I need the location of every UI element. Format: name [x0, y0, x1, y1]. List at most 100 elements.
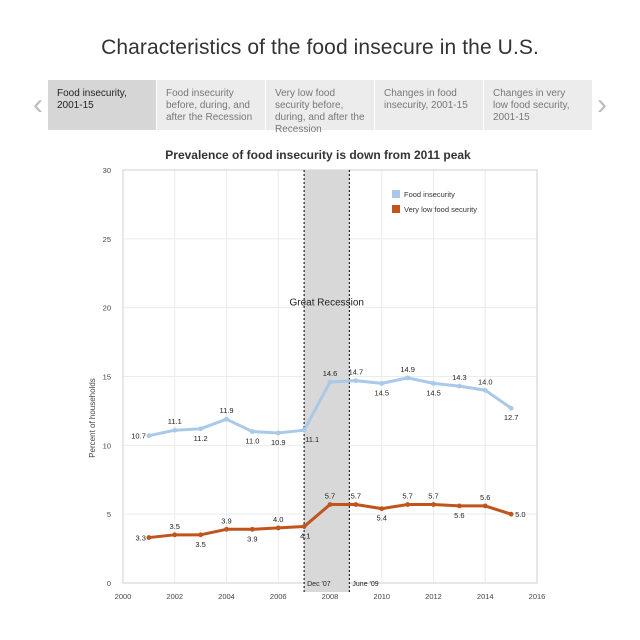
- data-label: 12.7: [504, 413, 519, 422]
- data-point: [405, 375, 411, 381]
- y-tick-label: 20: [103, 304, 111, 313]
- data-label: 5.6: [454, 511, 464, 520]
- data-label: 14.3: [452, 373, 467, 382]
- x-tick-label: 2008: [322, 592, 339, 601]
- data-label: 5.6: [480, 493, 490, 502]
- data-point: [431, 502, 436, 507]
- recession-label: Great Recession: [290, 298, 364, 309]
- tab-very-low-food-security-recession[interactable]: Very low food security before, during, a…: [266, 80, 374, 135]
- tab-changes-food-insecurity[interactable]: Changes in food insecurity, 2001-15: [375, 80, 483, 130]
- data-point: [301, 427, 307, 433]
- data-label: 14.0: [478, 377, 493, 386]
- data-point: [146, 535, 152, 540]
- data-point: [482, 503, 488, 509]
- data-label: 14.6: [323, 369, 338, 378]
- data-point: [456, 383, 462, 389]
- data-point: [249, 429, 255, 434]
- data-label: 11.1: [305, 435, 319, 444]
- data-point: [379, 380, 385, 386]
- data-label: 14.7: [349, 368, 364, 377]
- tab-food-insecurity-recession[interactable]: Food insecurity before, during, and afte…: [157, 80, 265, 130]
- data-point: [198, 426, 204, 432]
- data-point: [405, 502, 411, 507]
- data-point: [224, 416, 229, 422]
- next-arrow-icon[interactable]: ›: [597, 88, 607, 121]
- data-point: [198, 532, 204, 538]
- data-point: [327, 379, 333, 385]
- x-tick-label: 2014: [477, 592, 494, 601]
- data-point: [146, 433, 152, 439]
- data-label: 11.2: [194, 434, 208, 443]
- data-label: 4.0: [273, 515, 283, 524]
- x-tick-label: 2010: [373, 592, 390, 601]
- data-label: 3.3: [135, 534, 145, 543]
- x-tick-label: 2006: [270, 592, 287, 601]
- data-labels: 10.7 11.1 11.2 11.9 11.0 10.9 11.1 14.6 14.7 14.5…: [131, 365, 525, 549]
- data-label: 11.1: [168, 417, 182, 426]
- data-label: 14.9: [400, 365, 415, 374]
- prev-arrow-icon[interactable]: ‹: [33, 88, 43, 121]
- data-label: 14.5: [426, 388, 441, 397]
- x-tick-label: 2016: [529, 592, 546, 601]
- y-axis-label: Percent of households: [88, 378, 97, 458]
- recession-start-label: Dec '07: [307, 581, 331, 588]
- data-label: 5.0: [515, 510, 525, 519]
- data-point: [172, 427, 178, 433]
- chart-title: Prevalence of food insecurity is down fr…: [165, 148, 471, 162]
- x-tick-label: 2002: [166, 592, 183, 601]
- data-point: [482, 387, 488, 393]
- data-point: [379, 506, 385, 512]
- data-label: 5.7: [351, 492, 361, 501]
- data-label: 5.7: [428, 492, 438, 501]
- data-point: [353, 378, 359, 384]
- data-point: [275, 525, 281, 531]
- data-point: [353, 502, 359, 507]
- data-point: [249, 526, 255, 532]
- y-tick-label: 25: [103, 235, 111, 244]
- data-label: 5.7: [402, 492, 412, 501]
- data-label: 3.5: [170, 522, 180, 531]
- data-point: [301, 524, 307, 529]
- data-label: 5.7: [325, 492, 335, 501]
- data-label: 10.7: [131, 432, 146, 441]
- y-tick-label: 30: [103, 166, 111, 175]
- data-label: 10.9: [271, 438, 286, 447]
- y-tick-label: 10: [103, 441, 111, 450]
- page-title: Characteristics of the food insecure in …: [101, 36, 539, 59]
- data-point: [224, 526, 229, 532]
- data-label: 3.9: [221, 516, 231, 525]
- data-label: 3.9: [247, 534, 257, 543]
- tab-changes-very-low-food-security[interactable]: Changes in very low food security, 2001-…: [484, 80, 592, 130]
- y-tick-label: 0: [107, 579, 111, 588]
- x-tick-label: 2012: [425, 592, 442, 601]
- data-label: 4.1: [300, 532, 310, 541]
- legend-swatch: [392, 190, 400, 198]
- tab-bar: Food insecurity, 2001-15 Food insecurity…: [48, 80, 616, 135]
- recession-end-label: June '09: [352, 581, 378, 588]
- data-point: [456, 503, 462, 509]
- data-label: 14.5: [374, 388, 389, 397]
- tab-carousel: ‹ Food insecurity, 2001-15 Food insecuri…: [28, 80, 612, 135]
- data-label: 5.4: [377, 514, 387, 523]
- data-point: [508, 511, 514, 517]
- data-label: 11.9: [219, 406, 233, 415]
- series-lines: [146, 375, 514, 540]
- tab-food-insecurity-2001-15[interactable]: Food insecurity, 2001-15: [48, 80, 156, 130]
- x-tick-label: 2004: [218, 592, 235, 601]
- y-tick-label: 5: [107, 510, 111, 519]
- legend-entry: Very low food security: [404, 205, 477, 214]
- food-insecurity-line-chart: Great Recession Dec '07 June '09 2000 2002 2…: [88, 148, 546, 601]
- legend-swatch: [392, 205, 400, 213]
- data-point: [431, 380, 436, 386]
- legend-entry: Food insecurity: [404, 190, 455, 199]
- data-point: [327, 502, 333, 507]
- axes: 2000 2002 2004 2006 2008 2010 2012 2014 20160510…: [103, 166, 546, 601]
- x-tick-label: 2000: [115, 592, 132, 601]
- y-tick-label: 15: [103, 373, 111, 382]
- data-point: [172, 532, 178, 538]
- data-label: 11.0: [245, 437, 259, 446]
- data-point: [275, 430, 281, 436]
- data-label: 3.5: [195, 540, 205, 549]
- legend: Food insecurity Very low food security: [392, 190, 477, 214]
- data-point: [508, 405, 514, 411]
